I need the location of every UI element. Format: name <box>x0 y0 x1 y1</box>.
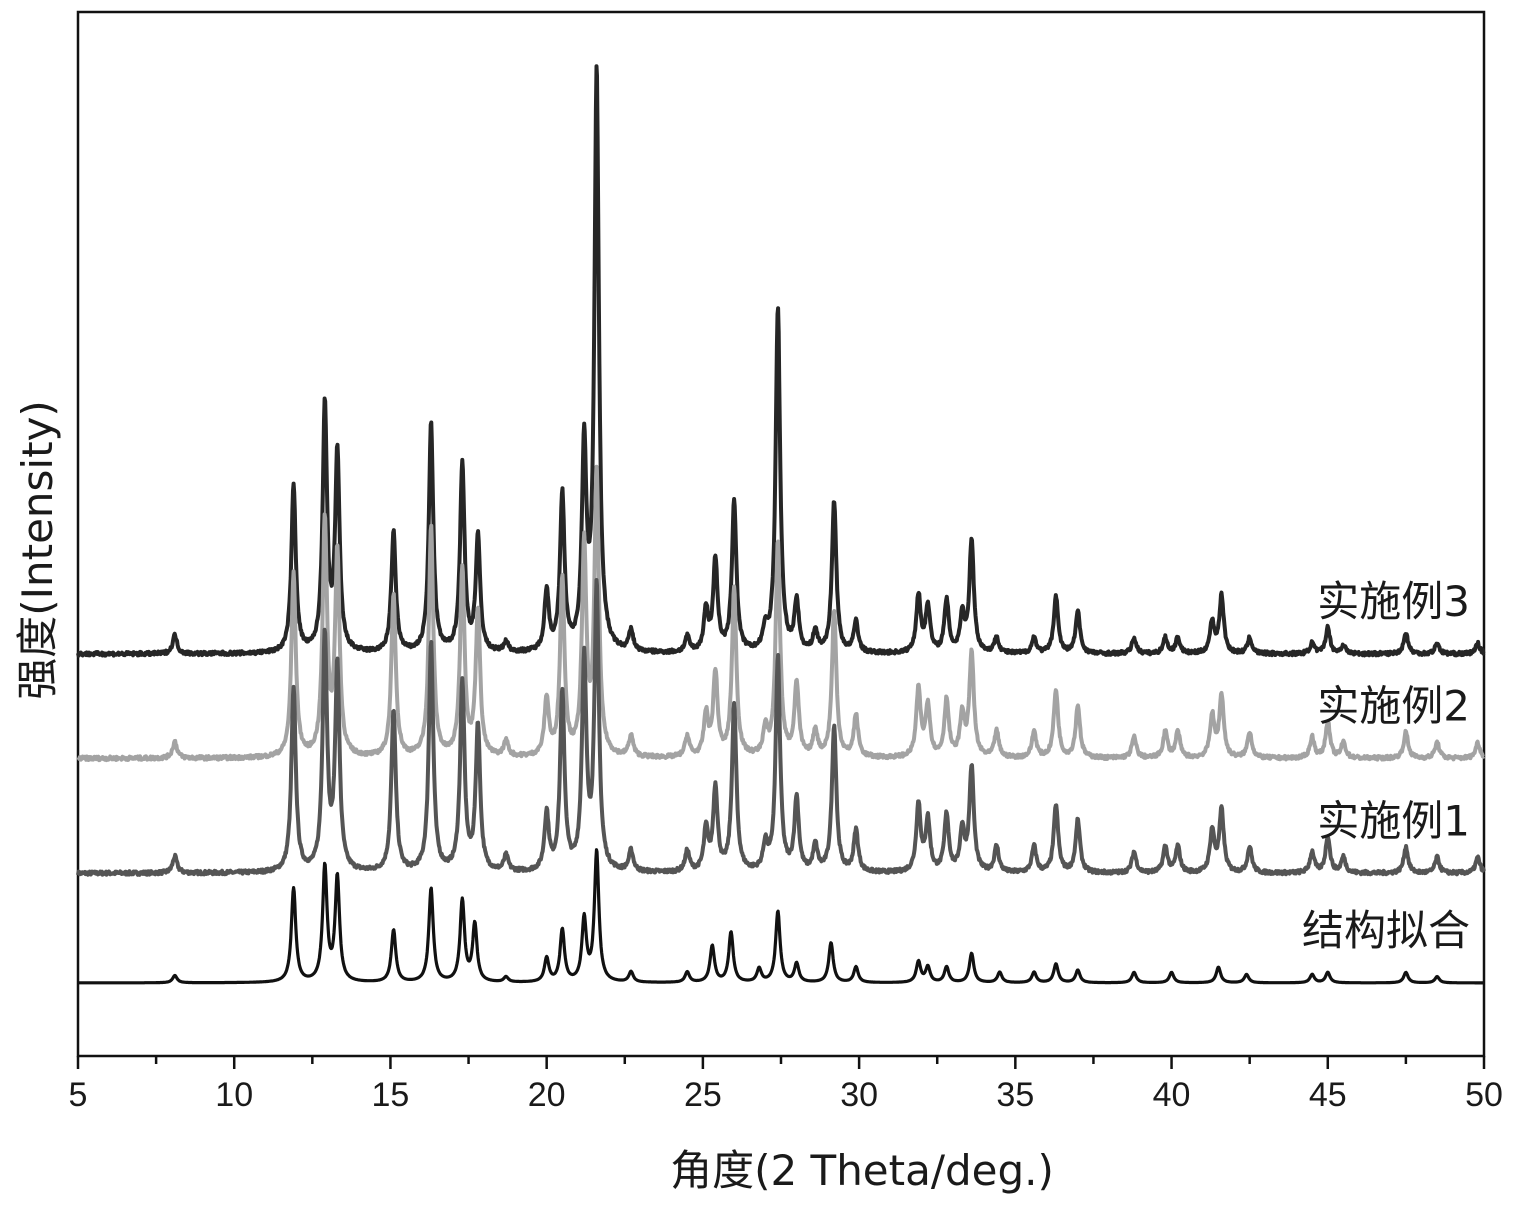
series-line <box>76 578 1486 877</box>
x-tick-label: 20 <box>528 1076 566 1114</box>
x-tick-label: 25 <box>684 1076 722 1114</box>
series-line <box>76 464 1486 763</box>
x-tick-label: 50 <box>1465 1076 1503 1114</box>
x-axis-title: 角度(2 Theta/deg.) <box>670 1146 1054 1195</box>
series-label: 实施例3 <box>1317 577 1470 626</box>
x-ticks: 5 10 15 20 25 30 35 40 45 50 <box>69 1056 1503 1114</box>
x-tick-label: 5 <box>69 1076 88 1114</box>
series-label: 实施例2 <box>1317 681 1470 730</box>
x-tick-label: 30 <box>840 1076 878 1114</box>
x-tick-label: 45 <box>1309 1076 1347 1114</box>
x-tick-label: 10 <box>215 1076 253 1114</box>
series-line <box>76 64 1486 658</box>
series-label: 结构拟合 <box>1302 906 1470 955</box>
series-layer <box>76 64 1486 985</box>
series-label: 实施例1 <box>1317 796 1470 845</box>
x-tick-label: 35 <box>996 1076 1034 1114</box>
y-axis-title: 强度(Intensity) <box>13 400 62 700</box>
x-tick-label: 40 <box>1153 1076 1191 1114</box>
x-tick-label: 15 <box>372 1076 410 1114</box>
series-line <box>77 848 1485 985</box>
series-labels: 结构拟合 实施例1 实施例2 实施例3 <box>1302 577 1470 955</box>
